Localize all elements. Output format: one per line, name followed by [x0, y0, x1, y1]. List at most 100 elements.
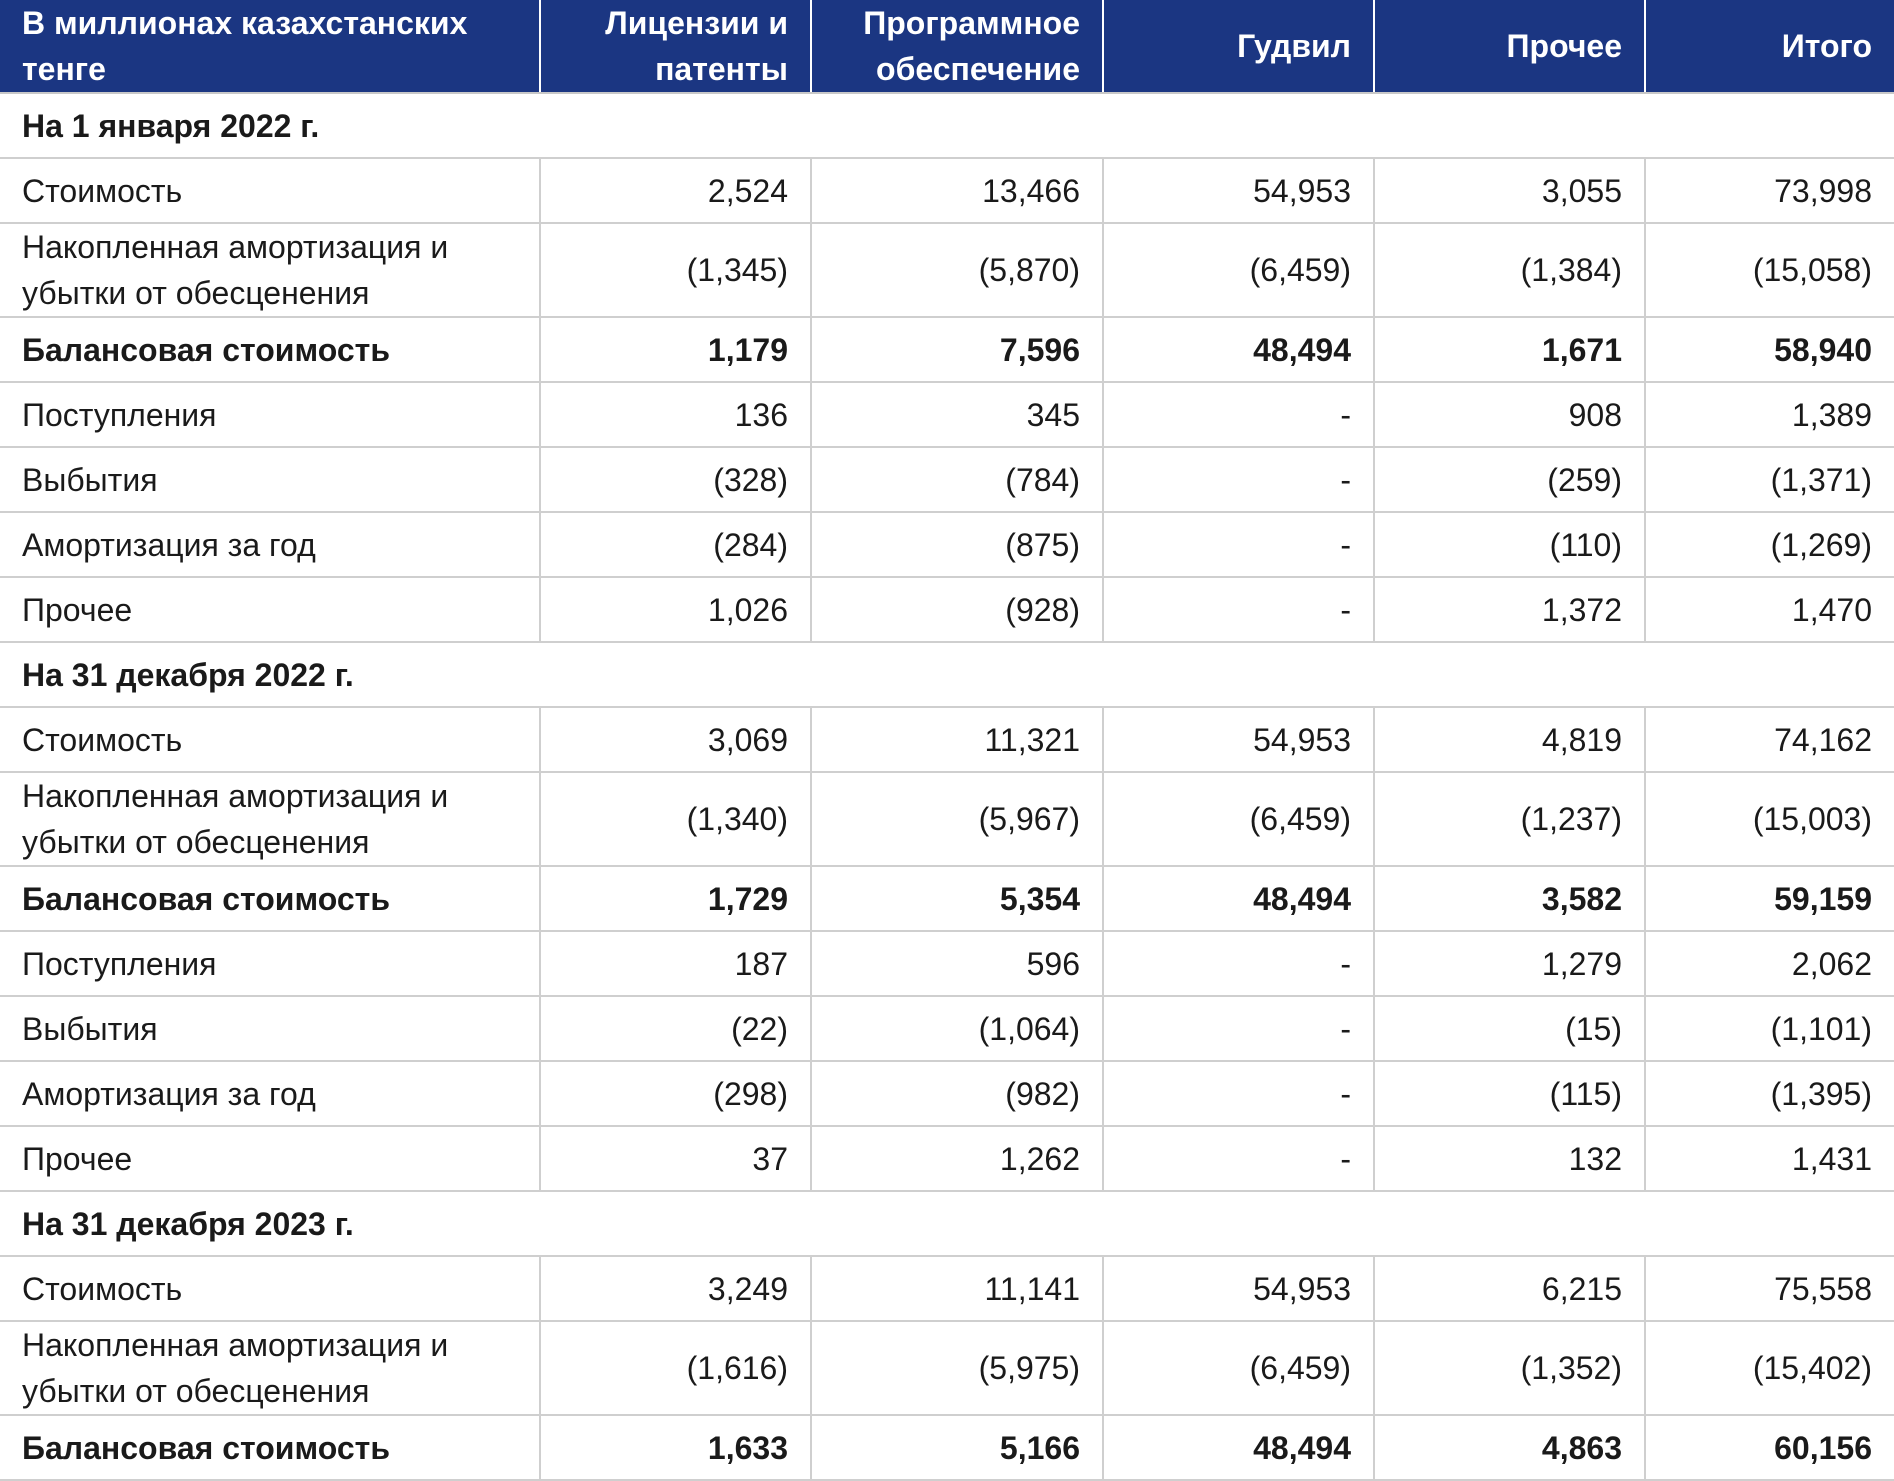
cell-goodwill: 54,953 — [1102, 707, 1374, 773]
header-col-software: Программное обеспечение — [810, 0, 1103, 94]
cell-software: 5,354 — [810, 866, 1103, 932]
cell-software: (928) — [810, 577, 1103, 643]
cell-licenses: 2,524 — [539, 158, 811, 224]
table-row-total: Балансовая стоимость 1,179 7,596 48,494 1,67… — [0, 317, 1894, 383]
cell-other: (1,237) — [1373, 772, 1645, 867]
cell-licenses: (298) — [539, 1061, 811, 1127]
row-label: Стоимость — [0, 707, 540, 773]
header-label: В миллионах казахстанских тенге — [0, 0, 540, 94]
row-label: Прочее — [0, 577, 540, 643]
cell-licenses: 1,179 — [539, 317, 811, 383]
cell-goodwill: (6,459) — [1102, 772, 1374, 867]
table-row-total: Балансовая стоимость 1,729 5,354 48,494 3,58… — [0, 866, 1894, 932]
cell-licenses: 1,729 — [539, 866, 811, 932]
cell-total: 59,159 — [1644, 866, 1894, 932]
cell-total: (1,269) — [1644, 512, 1894, 578]
row-label: Прочее — [0, 1126, 540, 1192]
table-row: Накопленная амортизация и убытки от обес… — [0, 772, 1894, 867]
cell-total: (1,395) — [1644, 1061, 1894, 1127]
cell-software: 596 — [810, 931, 1103, 997]
cell-goodwill: - — [1102, 931, 1374, 997]
cell-total: 58,940 — [1644, 317, 1894, 383]
cell-total: 73,998 — [1644, 158, 1894, 224]
cell-licenses: (1,340) — [539, 772, 811, 867]
cell-total: 1,389 — [1644, 382, 1894, 448]
cell-goodwill: - — [1102, 1061, 1374, 1127]
cell-other: 1,279 — [1373, 931, 1645, 997]
section-title: На 31 декабря 2022 г. — [0, 642, 1894, 708]
cell-licenses: 3,249 — [539, 1256, 811, 1322]
cell-licenses: (284) — [539, 512, 811, 578]
cell-software: 345 — [810, 382, 1103, 448]
cell-other: 4,819 — [1373, 707, 1645, 773]
section-title: На 31 декабря 2023 г. — [0, 1191, 1894, 1257]
cell-licenses: 187 — [539, 931, 811, 997]
cell-goodwill: - — [1102, 447, 1374, 513]
cell-software: (1,064) — [810, 996, 1103, 1062]
cell-other: (110) — [1373, 512, 1645, 578]
row-label: Поступления — [0, 931, 540, 997]
table-row: Амортизация за год (284) (875) - (110) (1,269… — [0, 512, 1894, 578]
table-row: Выбытия (328) (784) - (259) (1,371) — [0, 447, 1894, 513]
row-label: Выбытия — [0, 447, 540, 513]
cell-other: (1,352) — [1373, 1321, 1645, 1416]
row-label: Накопленная амортизация и убытки от обес… — [0, 1321, 540, 1416]
cell-software: (875) — [810, 512, 1103, 578]
cell-total: 60,156 — [1644, 1415, 1894, 1481]
cell-goodwill: - — [1102, 996, 1374, 1062]
cell-licenses: 1,026 — [539, 577, 811, 643]
row-label: Балансовая стоимость — [0, 317, 540, 383]
cell-total: (1,101) — [1644, 996, 1894, 1062]
cell-total: (1,371) — [1644, 447, 1894, 513]
cell-other: 132 — [1373, 1126, 1645, 1192]
cell-software: 5,166 — [810, 1415, 1103, 1481]
cell-goodwill: 48,494 — [1102, 866, 1374, 932]
cell-other: 1,671 — [1373, 317, 1645, 383]
row-label: Стоимость — [0, 158, 540, 224]
header-col-licenses: Лицензии и патенты — [539, 0, 811, 94]
cell-other: (15) — [1373, 996, 1645, 1062]
cell-total: 1,470 — [1644, 577, 1894, 643]
cell-licenses: (328) — [539, 447, 811, 513]
cell-other: 3,055 — [1373, 158, 1645, 224]
table-row: Прочее 1,026 (928) -1,372 1,470 — [0, 577, 1894, 643]
cell-software: (5,967) — [810, 772, 1103, 867]
cell-goodwill: (6,459) — [1102, 1321, 1374, 1416]
table-row: Стоимость 2,524 13,466 54,953 3,055 73,998 — [0, 158, 1894, 224]
cell-software: (982) — [810, 1061, 1103, 1127]
cell-software: 13,466 — [810, 158, 1103, 224]
cell-goodwill: - — [1102, 577, 1374, 643]
row-label: Накопленная амортизация и убытки от обес… — [0, 772, 540, 867]
table-row-total: Балансовая стоимость 1,633 5,166 48,494 4,86… — [0, 1415, 1894, 1481]
cell-goodwill: - — [1102, 512, 1374, 578]
header-row: В миллионах казахстанских тенге Лицензии… — [0, 0, 1894, 94]
cell-software: 11,141 — [810, 1256, 1103, 1322]
table-row: Стоимость 3,069 11,321 54,953 4,819 74,162 — [0, 707, 1894, 773]
table-row: Накопленная амортизация и убытки от обес… — [0, 1321, 1894, 1416]
cell-total: 2,062 — [1644, 931, 1894, 997]
header-col-other: Прочее — [1373, 0, 1645, 94]
cell-total: 74,162 — [1644, 707, 1894, 773]
cell-goodwill: (6,459) — [1102, 223, 1374, 318]
table-row: Выбытия (22) (1,064) - (15) (1,101) — [0, 996, 1894, 1062]
row-label: Амортизация за год — [0, 512, 540, 578]
cell-other: 6,215 — [1373, 1256, 1645, 1322]
section-heading-row: На 1 января 2022 г. — [0, 93, 1894, 159]
cell-goodwill: 54,953 — [1102, 158, 1374, 224]
header-col-total: Итого — [1644, 0, 1894, 94]
cell-software: 11,321 — [810, 707, 1103, 773]
section-heading-row: На 31 декабря 2023 г. — [0, 1191, 1894, 1257]
cell-licenses: 37 — [539, 1126, 811, 1192]
cell-licenses: (22) — [539, 996, 811, 1062]
cell-software: (5,975) — [810, 1321, 1103, 1416]
row-label: Накопленная амортизация и убытки от обес… — [0, 223, 540, 318]
cell-other: 4,863 — [1373, 1415, 1645, 1481]
cell-other: (115) — [1373, 1061, 1645, 1127]
cell-goodwill: - — [1102, 382, 1374, 448]
table-row: Поступления 136 345-908 1,389 — [0, 382, 1894, 448]
cell-other: 1,372 — [1373, 577, 1645, 643]
table-row: Амортизация за год (298) (982) - (115) (1,395… — [0, 1061, 1894, 1127]
row-label: Поступления — [0, 382, 540, 448]
cell-goodwill: 48,494 — [1102, 1415, 1374, 1481]
